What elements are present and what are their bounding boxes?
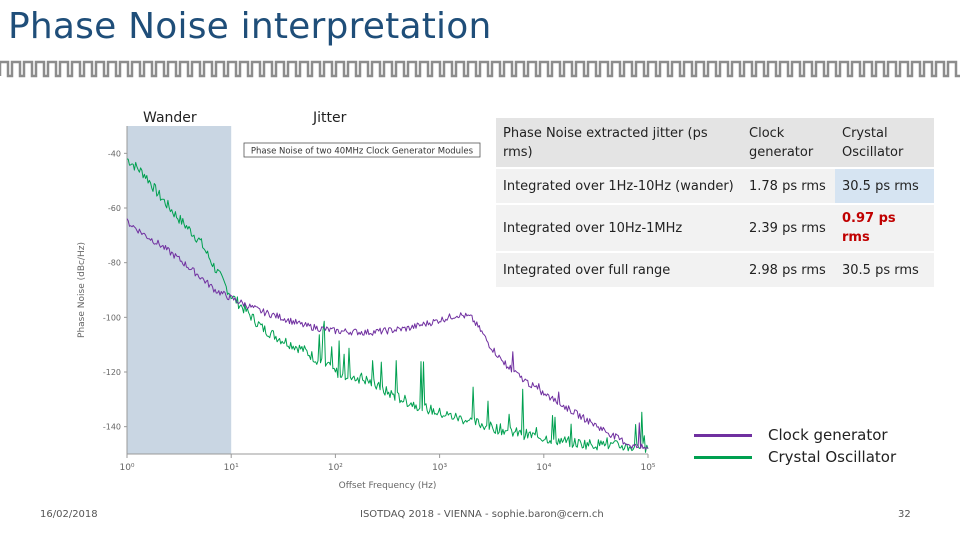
table-cell: 2.39 ps rms [742,204,835,253]
jitter-region-label: Jitter [313,110,347,126]
y-tick-label: -60 [108,204,121,213]
x-tick-label: 10⁰ [119,463,134,473]
legend-label: Clock generator [768,426,888,444]
table-cell: 30.5 ps rms [835,252,934,289]
table-cell: 2.98 ps rms [742,252,835,289]
legend-swatch [694,455,752,459]
y-tick-label: -40 [108,149,121,158]
page-number: 32 [898,509,911,520]
chart-title-box: Phase Noise of two 40MHz Clock Generator… [243,142,481,158]
x-tick-label: 10² [328,463,343,473]
legend-item: Clock generator [694,424,896,446]
table-header-cell: Phase Noise extracted jitter (ps rms) [496,118,742,169]
legend-item: Crystal Oscillator [694,446,896,468]
table-row: Integrated over full range 2.98 ps rms 3… [496,252,934,289]
y-tick-label: -120 [103,368,121,377]
chart-title: Phase Noise of two 40MHz Clock Generator… [251,147,474,157]
jitter-table: Phase Noise extracted jitter (ps rms) Cl… [496,118,934,289]
table-cell: 1.78 ps rms [742,168,835,205]
wander-band [127,126,232,454]
table-row: Integrated over 1Hz-10Hz (wander) 1.78 p… [496,168,934,205]
table-header-row: Phase Noise extracted jitter (ps rms) Cl… [496,118,934,169]
slide-date: 16/02/2018 [40,509,98,520]
y-tick-label: -80 [108,259,121,268]
table-header-cell: Clock generator [742,118,835,169]
greek-key-divider [0,60,960,78]
x-axis-label: Offset Frequency (Hz) [339,481,437,491]
phase-noise-chart: -40 -60 -80 -100 -120 -140 10⁰ 10¹ 10² 10³ 10⁴ 10⁵ P… [77,126,656,491]
table-cell-highlighted: 30.5 ps rms [835,168,934,205]
legend-swatch [694,433,752,437]
table-cell-highlighted: 0.97 ps rms [835,204,934,253]
y-tick-label: -140 [103,423,121,432]
chart-title-frame [243,142,481,158]
legend-label: Crystal Oscillator [768,448,897,466]
x-tick-label: 10³ [432,463,447,473]
slide-footer: ISOTDAQ 2018 - VIENNA - sophie.baron@cer… [360,509,604,520]
x-tick-label: 10⁵ [640,463,655,473]
wander-region-label: Wander [143,110,197,126]
x-tick-label: 10⁴ [536,463,551,473]
x-tick-label: 10¹ [224,463,239,473]
table-cell: Integrated over 10Hz-1MHz [496,204,742,253]
table-row: Integrated over 10Hz-1MHz 2.39 ps rms 0.… [496,204,934,253]
crystal-oscillator-line [126,158,649,453]
y-tick-label: -100 [103,313,121,322]
slide-title: Phase Noise interpretation [8,6,492,47]
y-axis-label: Phase Noise (dBc/Hz) [77,242,87,338]
table-cell: Integrated over 1Hz-10Hz (wander) [496,168,742,205]
clock-generator-line [126,218,649,450]
table-cell: Integrated over full range [496,252,742,289]
chart-legend: Clock generator Crystal Oscillator [694,424,896,468]
table-header-cell: Crystal Oscillator [835,118,934,169]
